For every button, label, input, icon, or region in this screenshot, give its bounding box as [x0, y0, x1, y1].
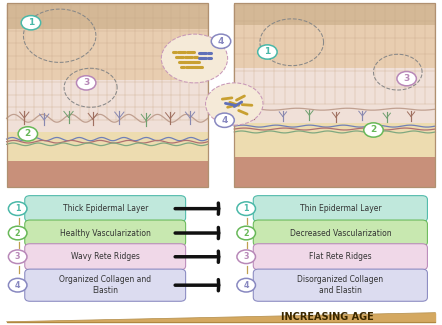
Bar — [7, 29, 208, 80]
Text: 3: 3 — [83, 78, 89, 87]
Bar — [7, 80, 208, 132]
Circle shape — [397, 72, 416, 86]
Text: 2: 2 — [15, 228, 20, 238]
Text: INCREASING AGE: INCREASING AGE — [281, 312, 373, 322]
Text: 4: 4 — [15, 281, 20, 290]
Text: 1: 1 — [264, 47, 271, 57]
Text: 2: 2 — [370, 125, 377, 135]
Bar — [234, 3, 435, 187]
Bar — [234, 68, 435, 123]
Text: 1: 1 — [15, 204, 20, 213]
Circle shape — [8, 226, 27, 240]
Text: 2: 2 — [25, 129, 31, 138]
Circle shape — [237, 202, 255, 215]
Circle shape — [215, 113, 234, 127]
Circle shape — [8, 202, 27, 215]
Text: 4: 4 — [244, 281, 249, 290]
Text: 4: 4 — [221, 116, 228, 125]
Circle shape — [21, 16, 41, 30]
Text: 2: 2 — [244, 228, 249, 238]
FancyBboxPatch shape — [25, 220, 186, 246]
Text: Thick Epidermal Layer: Thick Epidermal Layer — [62, 204, 148, 213]
Text: Organized Collagen and
Elastin: Organized Collagen and Elastin — [59, 276, 151, 295]
Text: Thin Epidermal Layer: Thin Epidermal Layer — [300, 204, 381, 213]
Bar — [234, 25, 435, 68]
Text: Flat Rete Ridges: Flat Rete Ridges — [309, 252, 372, 261]
Circle shape — [237, 278, 255, 292]
Text: 4: 4 — [218, 37, 224, 46]
Text: Disorganized Collagen
and Elastin: Disorganized Collagen and Elastin — [297, 276, 383, 295]
Circle shape — [76, 76, 96, 90]
Bar — [234, 3, 435, 25]
FancyBboxPatch shape — [25, 269, 186, 301]
Bar — [7, 161, 208, 187]
Text: Wavy Rete Ridges: Wavy Rete Ridges — [71, 252, 140, 261]
Circle shape — [8, 250, 27, 264]
Circle shape — [206, 83, 263, 125]
Bar — [7, 3, 208, 29]
Bar — [234, 123, 435, 158]
Text: 1: 1 — [244, 204, 249, 213]
Polygon shape — [7, 313, 435, 322]
Bar — [7, 3, 208, 187]
Text: Decreased Vascularization: Decreased Vascularization — [290, 228, 391, 238]
Circle shape — [237, 226, 255, 240]
Circle shape — [211, 34, 231, 48]
Circle shape — [258, 45, 277, 59]
Text: Healthy Vascularization: Healthy Vascularization — [60, 228, 151, 238]
Bar — [234, 158, 435, 187]
Text: 3: 3 — [244, 252, 249, 261]
FancyBboxPatch shape — [253, 196, 427, 222]
FancyBboxPatch shape — [25, 244, 186, 270]
Circle shape — [237, 250, 255, 264]
FancyBboxPatch shape — [253, 220, 427, 246]
FancyBboxPatch shape — [253, 244, 427, 270]
Circle shape — [8, 278, 27, 292]
Bar — [7, 132, 208, 161]
Text: 1: 1 — [28, 18, 34, 27]
Text: 3: 3 — [15, 252, 20, 261]
Circle shape — [161, 34, 228, 83]
Circle shape — [364, 123, 383, 137]
FancyBboxPatch shape — [25, 196, 186, 222]
Text: 3: 3 — [404, 74, 410, 83]
Circle shape — [18, 127, 38, 141]
FancyBboxPatch shape — [253, 269, 427, 301]
